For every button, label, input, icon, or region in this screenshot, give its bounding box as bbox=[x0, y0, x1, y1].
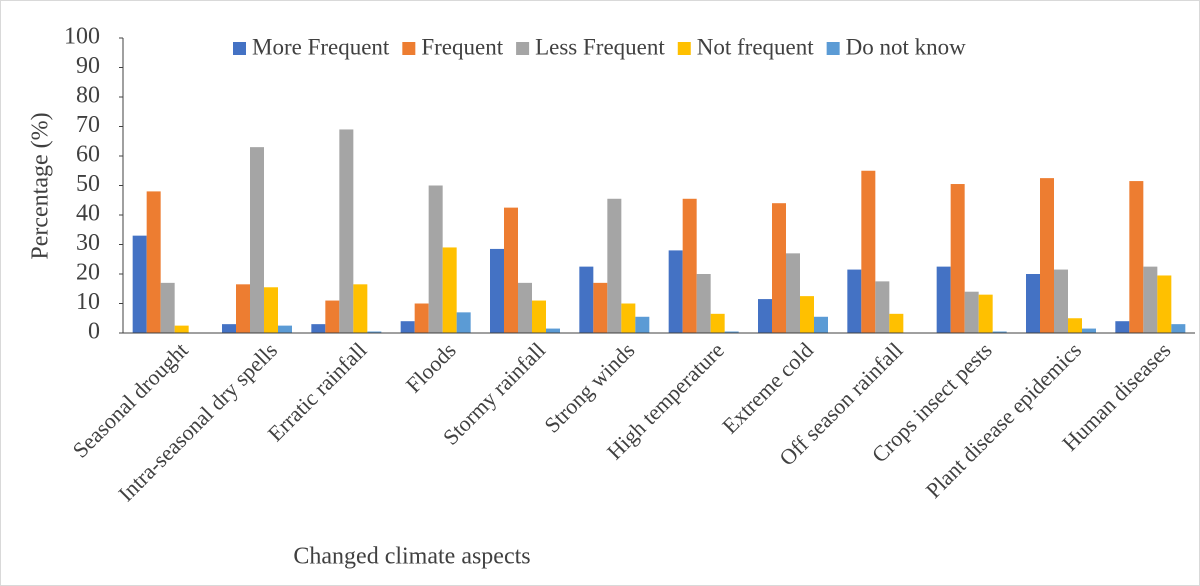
legend-label: Do not know bbox=[846, 34, 967, 59]
bar bbox=[339, 129, 354, 333]
bar bbox=[724, 331, 739, 333]
bar bbox=[1082, 328, 1096, 333]
y-tick-label: 10 bbox=[76, 289, 100, 315]
bar bbox=[950, 184, 965, 333]
bar bbox=[311, 324, 326, 333]
y-tick-label: 40 bbox=[76, 201, 100, 227]
y-tick-label: 20 bbox=[76, 260, 100, 286]
bar bbox=[607, 198, 622, 333]
y-tick-label: 30 bbox=[76, 230, 100, 256]
bar bbox=[964, 291, 979, 333]
bar bbox=[847, 269, 862, 333]
bar bbox=[132, 235, 147, 333]
bar bbox=[635, 316, 650, 333]
bar bbox=[696, 274, 711, 333]
bar bbox=[579, 266, 594, 333]
legend-swatch bbox=[826, 42, 840, 55]
bar bbox=[236, 284, 250, 333]
bar bbox=[428, 185, 443, 333]
bar bbox=[1157, 275, 1172, 333]
bar bbox=[978, 294, 993, 333]
bar bbox=[936, 266, 951, 333]
bar bbox=[353, 284, 368, 333]
bar bbox=[800, 296, 814, 333]
y-tick-label: 60 bbox=[76, 142, 100, 168]
y-tick-label: 70 bbox=[76, 112, 100, 138]
bar bbox=[593, 282, 608, 333]
bar bbox=[442, 247, 457, 333]
bar bbox=[546, 328, 560, 333]
bar bbox=[668, 250, 683, 333]
bar bbox=[1171, 324, 1186, 333]
bar bbox=[621, 303, 636, 333]
legend-swatch bbox=[233, 42, 246, 55]
bar bbox=[264, 287, 278, 333]
bar bbox=[875, 281, 890, 333]
bar bbox=[518, 282, 532, 333]
y-axis-title: Percentage (%) bbox=[28, 112, 54, 259]
bar bbox=[250, 147, 264, 333]
bar bbox=[861, 170, 876, 333]
bar bbox=[814, 316, 828, 333]
y-tick-label: 50 bbox=[76, 171, 100, 197]
y-tick-label: 0 bbox=[88, 319, 100, 345]
bar bbox=[278, 325, 292, 333]
bar bbox=[786, 253, 800, 333]
bar bbox=[1026, 274, 1040, 333]
legend-label: Not frequent bbox=[697, 34, 814, 59]
bar bbox=[490, 248, 504, 333]
legend-label: More Frequent bbox=[252, 34, 390, 59]
x-axis-title: Changed climate aspects bbox=[293, 544, 530, 570]
bar bbox=[532, 300, 546, 333]
bar bbox=[174, 325, 189, 333]
bar bbox=[1129, 181, 1144, 333]
bar bbox=[456, 312, 471, 333]
legend-label: Frequent bbox=[421, 34, 503, 59]
bar bbox=[710, 313, 725, 333]
bar bbox=[160, 282, 175, 333]
bar bbox=[400, 321, 415, 333]
bar bbox=[504, 207, 518, 333]
bar bbox=[772, 203, 786, 333]
bar bbox=[367, 331, 382, 333]
bar bbox=[1054, 269, 1068, 333]
bar bbox=[992, 331, 1007, 333]
bar bbox=[1068, 318, 1082, 333]
bar bbox=[414, 303, 429, 333]
bar bbox=[222, 324, 236, 333]
legend-swatch bbox=[677, 42, 691, 55]
bar bbox=[758, 299, 772, 333]
bar bbox=[1040, 178, 1054, 333]
bar bbox=[889, 313, 904, 333]
bar bbox=[682, 198, 697, 333]
y-tick-label: 90 bbox=[76, 53, 100, 79]
bar bbox=[1143, 266, 1158, 333]
legend-swatch bbox=[402, 42, 416, 55]
bar bbox=[325, 300, 340, 333]
bar bbox=[146, 191, 161, 333]
legend-swatch bbox=[516, 42, 530, 55]
y-tick-label: 80 bbox=[76, 83, 100, 109]
legend-label: Less Frequent bbox=[535, 34, 665, 59]
y-tick-label: 100 bbox=[64, 24, 100, 50]
bar bbox=[1115, 321, 1130, 333]
